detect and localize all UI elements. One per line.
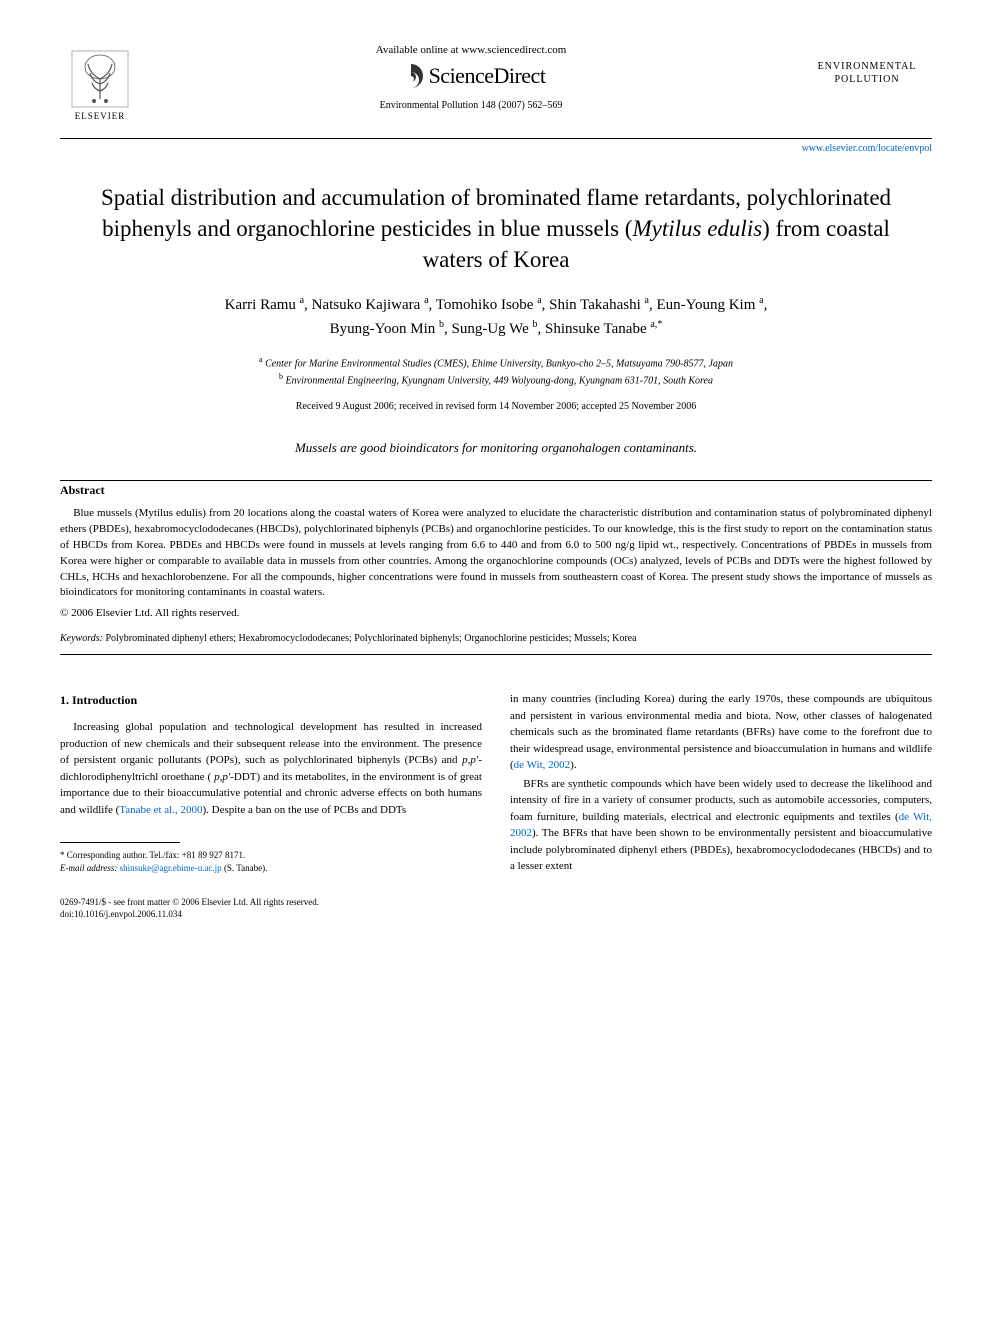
abstract-heading: Abstract [60,483,932,498]
journal-name-line2: POLLUTION [834,74,899,85]
sciencedirect-swirl-icon [397,62,425,90]
header-right: ENVIRONMENTAL POLLUTION [802,40,932,86]
abstract-top-rule [60,480,932,481]
sciencedirect-logo: ScienceDirect [140,62,802,90]
page-footer: 0269-7491/$ - see front matter © 2006 El… [60,897,932,920]
author-4: , Shin Takahashi [542,297,645,313]
journal-name: ENVIRONMENTAL POLLUTION [802,60,932,86]
title-species: Mytilus edulis [632,216,762,241]
footer-copyright: 0269-7491/$ - see front matter © 2006 El… [60,897,932,909]
article-dates: Received 9 August 2006; received in revi… [60,401,932,412]
citation-link[interactable]: de Wit, 2002 [514,759,571,771]
author-2: , Natsuko Kajiwara [304,297,424,313]
footnote-separator [60,842,180,843]
abstract-bottom-rule [60,654,932,655]
article-title: Spatial distribution and accumulation of… [80,182,912,275]
intro-text: ). [570,759,576,771]
intro-text: ). The BFRs that have been shown to be e… [510,827,932,872]
email-label: E-mail address: [60,863,117,873]
affiliation-b: Environmental Engineering, Kyungnam Univ… [283,376,713,387]
abstract-body: Blue mussels (Mytilus edulis) from 20 lo… [60,506,932,602]
sciencedirect-text: ScienceDirect [429,63,546,89]
intro-text: ). Despite a ban on the use of PCBs and … [203,804,407,816]
column-right: in many countries (including Korea) duri… [510,691,932,877]
author-1: Karri Ramu [225,297,300,313]
email-tail: (S. Tanabe). [222,863,268,873]
elsevier-label: ELSEVIER [75,111,126,121]
intro-paragraph-2: BFRs are synthetic compounds which have … [510,776,932,875]
article-tagline: Mussels are good bioindicators for monit… [60,440,932,456]
author-7: , Sung-Ug We [444,321,533,337]
affil-sup: a [759,295,763,306]
footnote-corr: * Corresponding author. Tel./fax: +81 89… [60,849,482,862]
available-online-text: Available online at www.sciencedirect.co… [140,44,802,56]
keywords-values: Polybrominated diphenyl ethers; Hexabrom… [103,633,637,644]
journal-homepage-link[interactable]: www.elsevier.com/locate/envpol [60,143,932,154]
keywords-line: Keywords: Polybrominated diphenyl ethers… [60,633,932,644]
corresponding-author-footnote: * Corresponding author. Tel./fax: +81 89… [60,849,482,874]
footer-doi: doi:10.1016/j.envpol.2006.11.034 [60,909,932,921]
intro-italic: p,p′ [214,771,230,783]
email-link[interactable]: shinsuke@agr.ehime-u.ac.jp [117,863,221,873]
author-5: , Eun-Young Kim [649,297,759,313]
introduction-heading: 1. Introduction [60,691,482,709]
journal-reference: Environmental Pollution 148 (2007) 562–5… [140,100,802,111]
column-left: 1. Introduction Increasing global popula… [60,691,482,877]
abstract-copyright: © 2006 Elsevier Ltd. All rights reserved… [60,607,932,619]
author-list: Karri Ramu a, Natsuko Kajiwara a, Tomohi… [60,293,932,340]
elsevier-logo: ELSEVIER [60,40,140,130]
author-8: , Shinsuke Tanabe [538,321,651,337]
header-rule [60,138,932,139]
intro-italic: p,p′ [462,754,478,766]
intro-paragraph-1: Increasing global population and technol… [60,719,482,818]
corresponding-mark: * [657,319,662,330]
body-columns: 1. Introduction Increasing global popula… [60,691,932,877]
intro-text: Increasing global population and technol… [60,721,482,766]
intro-paragraph-1-cont: in many countries (including Korea) duri… [510,691,932,774]
elsevier-tree-icon [70,49,130,109]
citation-link[interactable]: Tanabe et al., 2000 [119,804,202,816]
affiliation-a: Center for Marine Environmental Studies … [263,358,733,369]
header-center: Available online at www.sciencedirect.co… [140,40,802,111]
intro-text: BFRs are synthetic compounds which have … [510,778,932,823]
author-6: Byung-Yoon Min [330,321,439,337]
page-header: ELSEVIER Available online at www.science… [60,40,932,130]
keywords-label: Keywords: [60,633,103,644]
author-3: , Tomohiko Isobe [429,297,538,313]
footnote-email-line: E-mail address: shinsuke@agr.ehime-u.ac.… [60,862,482,875]
affiliations: a Center for Marine Environmental Studie… [60,354,932,389]
journal-name-line1: ENVIRONMENTAL [818,61,917,72]
